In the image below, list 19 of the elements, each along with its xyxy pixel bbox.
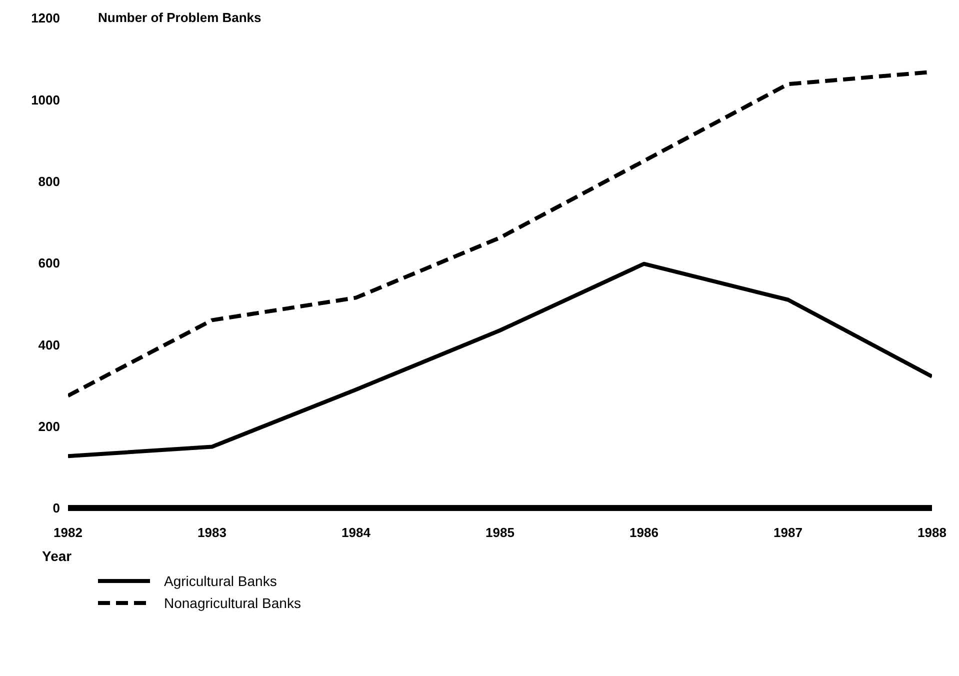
x-tick-label: 1986 [630,525,658,540]
legend-label: Agricultural Banks [164,573,277,589]
y-tick-label: 0 [52,500,60,516]
x-tick-label: 1984 [342,525,372,540]
x-tick-label: 1988 [918,525,946,540]
y-tick-label: 800 [38,174,60,189]
y-axis-title: Number of Problem Banks [98,10,262,25]
y-tick-label: 1000 [31,92,60,108]
line-series [68,262,932,458]
x-axis-title: Year [42,548,73,564]
x-tick-label: 1983 [198,525,226,540]
y-tick-label: 600 [38,256,60,271]
legend-label: Nonagricultural Banks [164,595,301,611]
x-tick-label: 1985 [486,525,514,540]
y-tick-label: 200 [38,418,60,434]
x-tick-label: 1982 [54,525,82,540]
y-tick-label: 400 [38,337,60,352]
x-tick-label: 1987 [774,525,802,540]
y-tick-label: 1200 [31,10,60,26]
